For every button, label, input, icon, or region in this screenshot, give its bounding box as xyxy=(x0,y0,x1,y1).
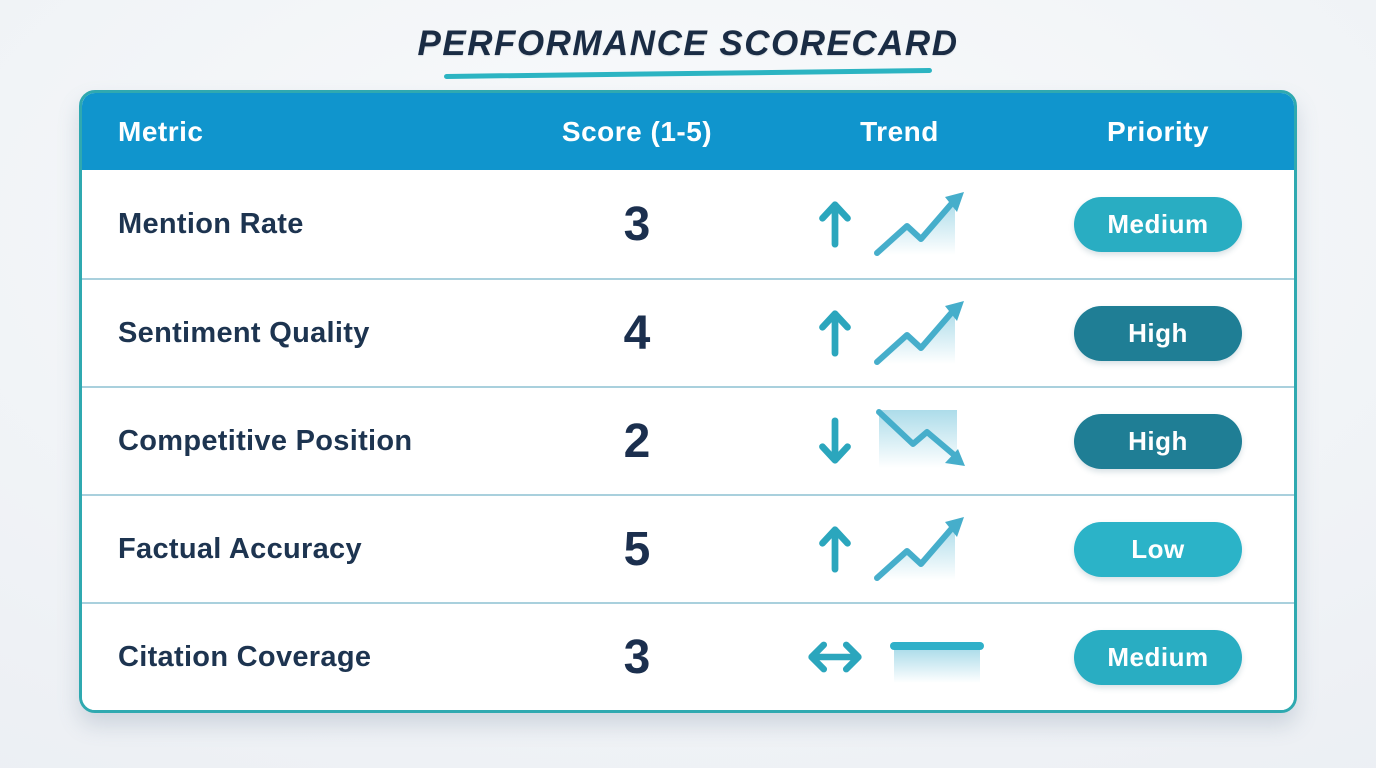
metric-label: Competitive Position xyxy=(118,424,413,457)
trend-cell xyxy=(777,298,1022,368)
header-score: Score (1-5) xyxy=(561,115,713,147)
table-row: Competitive Position 2 High xyxy=(82,386,1294,494)
scorecard-table: Metric Score (1-5) Trend Priority Mentio… xyxy=(79,90,1297,713)
priority-cell: High xyxy=(1022,413,1294,469)
trend-up-arrow-icon xyxy=(818,526,851,573)
table-row: Citation Coverage 3 Medium xyxy=(82,602,1294,710)
trend-cell xyxy=(777,406,1022,476)
trend-down-arrow-icon xyxy=(818,417,851,464)
rising-line-chart-icon xyxy=(873,192,964,256)
priority-badge: Medium xyxy=(1074,629,1242,685)
metric-label: Factual Accuracy xyxy=(118,532,362,565)
priority-cell: Medium xyxy=(1022,629,1294,685)
priority-badge: Low xyxy=(1074,521,1242,577)
score-value: 4 xyxy=(623,306,651,360)
trend-cell xyxy=(777,189,1022,259)
table-row: Factual Accuracy 5 Low xyxy=(82,494,1294,602)
title-underline xyxy=(443,68,933,79)
title-block: PERFORMANCE SCORECARD xyxy=(0,0,1376,79)
score-value: 5 xyxy=(623,522,651,576)
priority-badge: Medium xyxy=(1074,196,1242,252)
trend-up-arrow-icon xyxy=(818,201,851,248)
score-value: 2 xyxy=(623,414,651,468)
header-trend: Trend xyxy=(860,115,939,147)
trend-up-arrow-icon xyxy=(818,310,851,357)
rising-line-chart-icon xyxy=(873,517,964,581)
flat-line-chart-icon xyxy=(889,642,984,683)
priority-cell: Low xyxy=(1022,521,1294,577)
score-value: 3 xyxy=(623,630,651,684)
priority-cell: Medium xyxy=(1022,196,1294,252)
trend-cell xyxy=(777,622,1022,692)
metric-label: Sentiment Quality xyxy=(118,316,370,349)
table-row: Sentiment Quality 4 High xyxy=(82,278,1294,386)
trend-cell xyxy=(777,514,1022,584)
table-row: Mention Rate 3 Medium xyxy=(82,170,1294,278)
metric-label: Mention Rate xyxy=(118,207,304,240)
score-value: 3 xyxy=(623,197,651,251)
page-title: PERFORMANCE SCORECARD xyxy=(417,24,959,63)
metric-label: Citation Coverage xyxy=(118,640,372,673)
falling-line-chart-icon xyxy=(875,409,965,468)
priority-badge: High xyxy=(1074,413,1242,469)
header-metric: Metric xyxy=(118,115,204,147)
header-priority: Priority xyxy=(1106,115,1210,147)
table-header-row: Metric Score (1-5) Trend Priority xyxy=(82,93,1294,170)
priority-cell: High xyxy=(1022,305,1294,361)
rising-line-chart-icon xyxy=(873,301,964,365)
priority-badge: High xyxy=(1074,305,1242,361)
trend-flat-arrow-icon xyxy=(807,641,862,673)
